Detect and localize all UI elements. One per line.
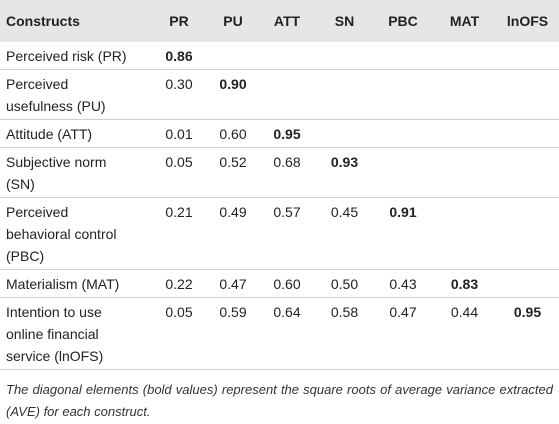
value-cell: 0.50 xyxy=(316,269,373,298)
value-cell: 0.68 xyxy=(258,147,316,198)
header-cell: ATT xyxy=(258,0,316,42)
value-cell: 0.64 xyxy=(258,297,316,370)
empty-cell xyxy=(496,69,559,120)
empty-cell xyxy=(433,197,496,270)
empty-cell xyxy=(316,42,373,70)
table-row: Subjective norm (SN) 0.05 0.52 0.68 0.93 xyxy=(0,147,559,198)
empty-cell xyxy=(496,147,559,198)
row-label: Subjective norm (SN) xyxy=(0,147,150,198)
header-cell: SN xyxy=(316,0,373,42)
value-cell: 0.01 xyxy=(150,119,208,148)
empty-cell xyxy=(496,197,559,270)
value-cell: 0.60 xyxy=(258,269,316,298)
empty-cell xyxy=(373,119,433,148)
empty-cell xyxy=(433,119,496,148)
value-cell: 0.90 xyxy=(208,69,258,120)
value-cell: 0.49 xyxy=(208,197,258,270)
table-row: Perceived usefulness (PU) 0.30 0.90 xyxy=(0,69,559,120)
value-cell: 0.47 xyxy=(373,297,433,370)
header-cell: MAT xyxy=(433,0,496,42)
empty-cell xyxy=(496,119,559,148)
value-cell: 0.43 xyxy=(373,269,433,298)
empty-cell xyxy=(258,69,316,120)
footnote: The diagonal elements (bold values) repr… xyxy=(6,382,553,419)
empty-cell xyxy=(373,69,433,120)
value-cell: 0.05 xyxy=(150,297,208,370)
empty-cell xyxy=(496,269,559,298)
row-label: Perceived usefulness (PU) xyxy=(0,69,150,120)
table-body: Perceived risk (PR) 0.86 Perceived usefuln… xyxy=(0,42,559,370)
value-cell: 0.21 xyxy=(150,197,208,270)
value-cell: 0.47 xyxy=(208,269,258,298)
correlation-table: Constructs PR PU ATT SN PBC MAT lnOFS Perceived… xyxy=(0,0,559,370)
value-cell: 0.60 xyxy=(208,119,258,148)
row-label: Attitude (ATT) xyxy=(0,119,150,148)
empty-cell xyxy=(316,119,373,148)
header-cell: PBC xyxy=(373,0,433,42)
row-label: Intention to use online financial servic… xyxy=(0,297,150,370)
header-cell: lnOFS xyxy=(496,0,559,42)
value-cell: 0.59 xyxy=(208,297,258,370)
value-cell: 0.58 xyxy=(316,297,373,370)
value-cell: 0.93 xyxy=(316,147,373,198)
value-cell: 0.91 xyxy=(373,197,433,270)
value-cell: 0.95 xyxy=(258,119,316,148)
empty-cell xyxy=(433,147,496,198)
value-cell: 0.83 xyxy=(433,269,496,298)
empty-cell xyxy=(433,42,496,70)
empty-cell xyxy=(496,42,559,70)
row-label: Materialism (MAT) xyxy=(0,269,150,298)
header-cell: PU xyxy=(208,0,258,42)
header-cell: PR xyxy=(150,0,208,42)
row-label: Perceived behavioral control (PBC) xyxy=(0,197,150,270)
empty-cell xyxy=(208,42,258,70)
table-row: Attitude (ATT) 0.01 0.60 0.95 xyxy=(0,119,559,148)
value-cell: 0.57 xyxy=(258,197,316,270)
empty-cell xyxy=(373,147,433,198)
header-cell: Constructs xyxy=(0,0,150,42)
value-cell: 0.86 xyxy=(150,42,208,70)
value-cell: 0.44 xyxy=(433,297,496,370)
header-row: Constructs PR PU ATT SN PBC MAT lnOFS xyxy=(0,0,559,42)
empty-cell xyxy=(316,69,373,120)
value-cell: 0.95 xyxy=(496,297,559,370)
value-cell: 0.52 xyxy=(208,147,258,198)
empty-cell xyxy=(258,42,316,70)
table-row: Perceived risk (PR) 0.86 xyxy=(0,42,559,70)
table-row: Materialism (MAT) 0.22 0.47 0.60 0.50 0.43 0.8… xyxy=(0,269,559,298)
empty-cell xyxy=(373,42,433,70)
table-row: Perceived behavioral control (PBC) 0.21 0.… xyxy=(0,197,559,270)
value-cell: 0.30 xyxy=(150,69,208,120)
value-cell: 0.45 xyxy=(316,197,373,270)
table-row: Intention to use online financial servic… xyxy=(0,297,559,370)
empty-cell xyxy=(433,69,496,120)
value-cell: 0.05 xyxy=(150,147,208,198)
value-cell: 0.22 xyxy=(150,269,208,298)
row-label: Perceived risk (PR) xyxy=(0,42,150,70)
